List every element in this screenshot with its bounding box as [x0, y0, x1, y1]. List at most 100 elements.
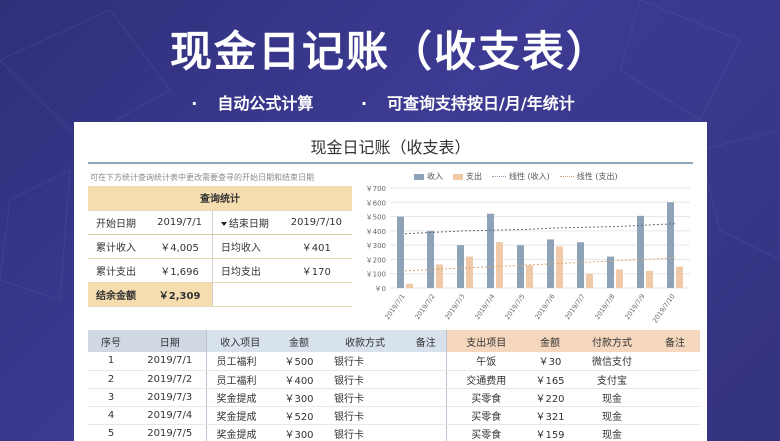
- table-row[interactable]: 2 2019/7/2 员工福利 ￥400 银行卡 交通费用 ￥165 支付宝: [88, 370, 700, 389]
- col-pay-method-cell[interactable]: 微信支付: [574, 352, 650, 371]
- income-bar: [607, 256, 614, 288]
- col-expense-amount-cell[interactable]: ￥220: [526, 388, 574, 407]
- income-bar: [637, 215, 644, 288]
- daily-expense-label: 日均支出: [211, 258, 281, 283]
- start-date-cell[interactable]: 2019/7/1: [147, 210, 213, 235]
- expense-bar: [676, 266, 683, 288]
- col-expense-item-cell[interactable]: 买零食: [445, 424, 526, 441]
- col-income-item-header: 收入项目: [205, 330, 274, 352]
- expense-swatch: [453, 173, 463, 180]
- col-date-cell[interactable]: 2019/7/4: [134, 406, 206, 425]
- expense-bar: [616, 269, 623, 288]
- col-expense-item-cell[interactable]: 买零食: [445, 406, 526, 425]
- col-pay-method-cell[interactable]: 现金: [574, 424, 650, 441]
- x-tick-label: 2019/7/1: [383, 293, 406, 322]
- expense-trend-swatch: [559, 176, 574, 177]
- sheet-title: 现金日记账（收支表）: [310, 138, 471, 157]
- col-expense-note-cell[interactable]: [650, 406, 700, 425]
- col-expense-amount-cell[interactable]: ￥165: [526, 370, 574, 389]
- col-income-item-cell[interactable]: 奖金提成: [205, 388, 274, 407]
- col-income-item-cell[interactable]: 员工福利: [205, 352, 274, 371]
- expense-bar: [406, 283, 413, 288]
- income-bar: [667, 202, 674, 288]
- col-income-item-cell[interactable]: 奖金提成: [205, 406, 274, 425]
- balance-value: ￥2,309: [147, 282, 213, 307]
- col-date-cell[interactable]: 2019/7/1: [134, 352, 206, 371]
- col-date-header: 日期: [134, 330, 206, 352]
- table-row[interactable]: 4 2019/7/4 奖金提成 ￥520 银行卡 买零食 ￥321 现金: [88, 406, 700, 425]
- x-tick-label: 2019/7/8: [593, 293, 616, 322]
- table-row[interactable]: 1 2019/7/1 员工福利 ￥500 银行卡 午饭 ￥30 微信支付: [88, 352, 700, 371]
- col-income-amount-cell[interactable]: ￥520: [274, 406, 324, 425]
- col-income-note-cell[interactable]: [406, 406, 446, 425]
- col-income-note-cell[interactable]: [406, 370, 446, 389]
- col-expense-item-cell[interactable]: 午饭: [445, 352, 526, 371]
- col-expense-amount-cell[interactable]: ￥321: [526, 406, 574, 425]
- y-tick-label: ￥600: [366, 199, 386, 207]
- total-income-label: 累计收入: [88, 234, 148, 259]
- col-receive-method-cell[interactable]: 银行卡: [324, 406, 406, 425]
- expense-bar: [586, 273, 593, 288]
- expense-bar: [646, 270, 653, 288]
- x-tick-label: 2019/7/5: [503, 293, 526, 322]
- y-tick-label: ￥100: [366, 271, 386, 279]
- title-underline: [88, 162, 693, 164]
- start-date-label: 开始日期: [88, 210, 148, 235]
- income-bar: [457, 245, 464, 288]
- col-receive-method-cell[interactable]: 银行卡: [324, 424, 406, 441]
- y-tick-label: ￥300: [366, 242, 386, 250]
- col-expense-note-cell[interactable]: [650, 370, 700, 389]
- col-date-cell[interactable]: 2019/7/5: [134, 424, 206, 441]
- x-tick-label: 2019/7/7: [563, 293, 586, 322]
- spreadsheet-panel: 现金日记账（收支表） 可在下方统计查询统计表中更改需要查寻的开始日期和结束日期 …: [74, 122, 707, 441]
- table-row[interactable]: 3 2019/7/3 奖金提成 ￥300 银行卡 买零食 ￥220 现金: [88, 388, 700, 407]
- col-expense-note-cell[interactable]: [650, 352, 700, 371]
- col-income-amount-cell[interactable]: ￥500: [274, 352, 324, 371]
- col-index-cell[interactable]: 2: [88, 370, 134, 389]
- col-expense-item-cell[interactable]: 交通费用: [445, 370, 526, 389]
- col-income-note-cell[interactable]: [406, 388, 446, 407]
- col-income-note-cell[interactable]: [406, 352, 446, 371]
- expense-bar: [436, 264, 443, 288]
- col-income-item-cell[interactable]: 奖金提成: [205, 424, 274, 441]
- col-receive-method-cell[interactable]: 银行卡: [324, 388, 406, 407]
- col-income-amount-cell[interactable]: ￥300: [274, 388, 324, 407]
- col-pay-method-cell[interactable]: 现金: [574, 406, 650, 425]
- col-expense-note-cell[interactable]: [650, 424, 700, 441]
- col-income-note-cell[interactable]: [406, 424, 446, 441]
- col-expense-amount-cell[interactable]: ￥159: [526, 424, 574, 441]
- col-index-cell[interactable]: 1: [88, 352, 134, 371]
- col-income-amount-cell[interactable]: ￥300: [274, 424, 324, 441]
- y-tick-label: ￥400: [366, 228, 386, 236]
- total-expense-value: ￥1,696: [147, 258, 213, 283]
- expense-bar: [466, 256, 473, 288]
- col-income-amount-cell[interactable]: ￥400: [274, 370, 324, 389]
- col-expense-note-cell[interactable]: [650, 388, 700, 407]
- col-receive-method-cell[interactable]: 银行卡: [324, 352, 406, 371]
- summary-header: 查询统计: [88, 186, 352, 211]
- end-date-cell[interactable]: 2019/7/10: [280, 210, 352, 235]
- col-expense-item-cell[interactable]: 买零食: [445, 388, 526, 407]
- col-receive-method-header: 收款方式: [324, 330, 406, 352]
- table-row[interactable]: 5 2019/7/5 奖金提成 ￥300 银行卡 买零食 ￥159 现金: [88, 424, 700, 441]
- col-index-cell[interactable]: 3: [88, 388, 134, 407]
- col-expense-amount-header: 金额: [526, 330, 574, 352]
- col-expense-note-header: 备注: [650, 330, 700, 352]
- col-expense-amount-cell[interactable]: ￥30: [526, 352, 574, 371]
- col-income-item-cell[interactable]: 员工福利: [205, 370, 274, 389]
- bullet-icon: ·: [360, 94, 368, 113]
- expense-bar: [526, 265, 533, 288]
- col-date-cell[interactable]: 2019/7/2: [134, 370, 206, 389]
- col-index-cell[interactable]: 5: [88, 424, 134, 441]
- col-receive-method-cell[interactable]: 银行卡: [324, 370, 406, 389]
- col-pay-method-cell[interactable]: 支付宝: [574, 370, 650, 389]
- bullet-icon: ·: [191, 94, 198, 113]
- col-pay-method-cell[interactable]: 现金: [574, 388, 650, 407]
- legend-expense: 支出: [466, 172, 482, 181]
- feature-auto-formula: 自动公式计算: [217, 94, 314, 113]
- col-date-cell[interactable]: 2019/7/3: [134, 388, 206, 407]
- x-tick-label: 2019/7/3: [443, 293, 466, 322]
- col-index-cell[interactable]: 4: [88, 406, 134, 425]
- dropdown-arrow-icon[interactable]: [220, 221, 227, 226]
